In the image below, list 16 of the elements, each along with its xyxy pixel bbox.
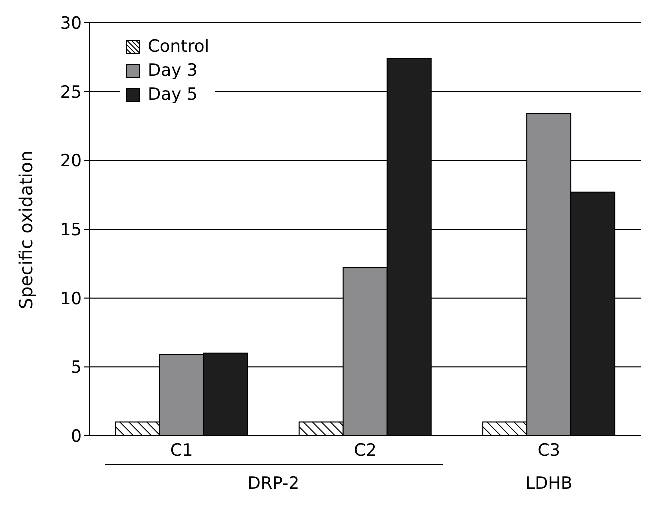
y-tick-label: 20 — [60, 152, 82, 172]
x-tick-label: C2 — [354, 441, 377, 462]
y-tick-label: 0 — [71, 427, 82, 448]
text: DRP-2 — [246, 474, 301, 494]
text: LDHB — [524, 474, 574, 494]
legend-label: Control — [148, 36, 210, 59]
y-tick-label: 5 — [71, 358, 82, 378]
legend-label: Day 5 — [148, 84, 198, 107]
y-tick-label: 15 — [60, 220, 82, 241]
x-tick-label: C1 — [170, 441, 194, 462]
y-tick-label: 25 — [60, 82, 82, 103]
y-axis-title: Specific oxidation — [16, 150, 38, 310]
y-tick-label: 30 — [60, 14, 82, 34]
y-tick-label: 10 — [60, 289, 82, 310]
legend-label: Day 3 — [148, 60, 198, 83]
x-tick-label: C3 — [538, 441, 561, 462]
